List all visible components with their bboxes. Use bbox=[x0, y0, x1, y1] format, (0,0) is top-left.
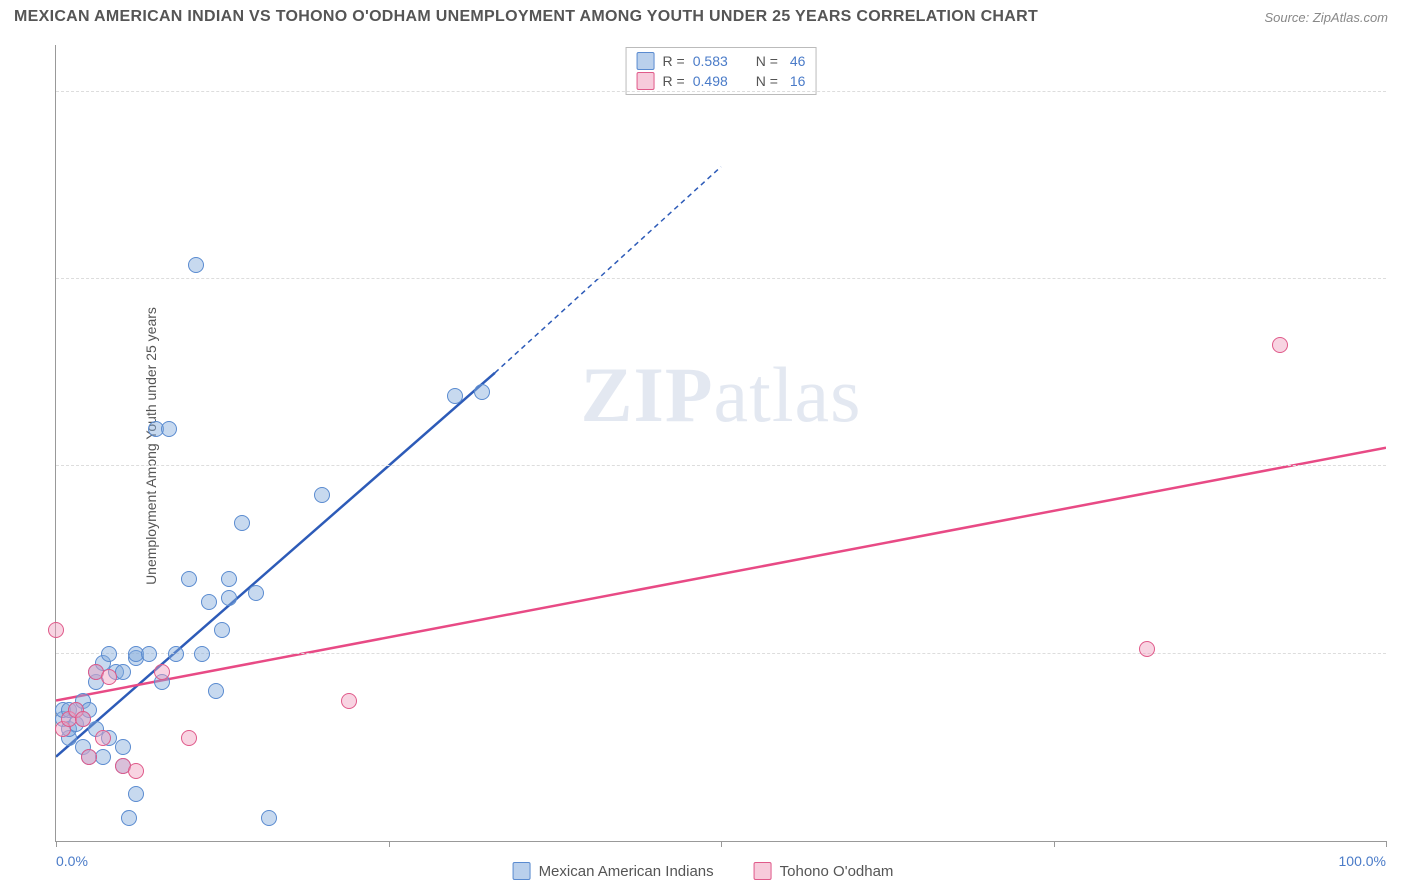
n-label: N = bbox=[756, 53, 778, 69]
data-point bbox=[1272, 337, 1288, 353]
legend-swatch bbox=[513, 862, 531, 880]
r-label: R = bbox=[663, 73, 685, 89]
data-point bbox=[261, 810, 277, 826]
data-point bbox=[48, 622, 64, 638]
x-tick-label: 100.0% bbox=[1339, 853, 1386, 869]
x-tick bbox=[1386, 841, 1387, 847]
grid-line bbox=[56, 278, 1386, 279]
series-legend: Mexican American Indians Tohono O'odham bbox=[513, 862, 894, 880]
x-tick bbox=[721, 841, 722, 847]
data-point bbox=[168, 646, 184, 662]
data-point bbox=[194, 646, 210, 662]
y-tick-label: 60.0% bbox=[1391, 255, 1406, 271]
x-tick bbox=[389, 841, 390, 847]
legend-label: Mexican American Indians bbox=[539, 863, 714, 880]
chart-container: MEXICAN AMERICAN INDIAN VS TOHONO O'ODHA… bbox=[0, 0, 1406, 892]
y-tick-label: 20.0% bbox=[1391, 630, 1406, 646]
data-point bbox=[141, 646, 157, 662]
legend-item: Tohono O'odham bbox=[754, 862, 894, 880]
trend-lines bbox=[56, 45, 1386, 841]
grid-line bbox=[56, 91, 1386, 92]
y-tick-label: 40.0% bbox=[1391, 442, 1406, 458]
data-point bbox=[474, 384, 490, 400]
data-point bbox=[128, 763, 144, 779]
data-point bbox=[248, 585, 264, 601]
n-value: 46 bbox=[786, 53, 805, 69]
legend-label: Tohono O'odham bbox=[780, 863, 894, 880]
watermark: ZIPatlas bbox=[581, 350, 862, 440]
data-point bbox=[121, 810, 137, 826]
legend-swatch bbox=[754, 862, 772, 880]
legend-swatch bbox=[637, 52, 655, 70]
legend-item: Mexican American Indians bbox=[513, 862, 714, 880]
r-value: 0.583 bbox=[693, 53, 728, 69]
data-point bbox=[208, 683, 224, 699]
x-tick bbox=[56, 841, 57, 847]
data-point bbox=[214, 622, 230, 638]
chart-title: MEXICAN AMERICAN INDIAN VS TOHONO O'ODHA… bbox=[14, 8, 1038, 26]
r-label: R = bbox=[663, 53, 685, 69]
data-point bbox=[115, 739, 131, 755]
data-point bbox=[75, 711, 91, 727]
stats-legend-row: R = 0.583 N = 46 bbox=[637, 51, 806, 71]
data-point bbox=[341, 693, 357, 709]
n-label: N = bbox=[756, 73, 778, 89]
x-tick-label: 0.0% bbox=[56, 853, 88, 869]
data-point bbox=[181, 571, 197, 587]
data-point bbox=[81, 749, 97, 765]
data-point bbox=[447, 388, 463, 404]
data-point bbox=[101, 646, 117, 662]
data-point bbox=[181, 730, 197, 746]
data-point bbox=[128, 786, 144, 802]
data-point bbox=[188, 257, 204, 273]
data-point bbox=[201, 594, 217, 610]
grid-line bbox=[56, 465, 1386, 466]
data-point bbox=[234, 515, 250, 531]
data-point bbox=[95, 730, 111, 746]
data-point bbox=[161, 421, 177, 437]
data-point bbox=[1139, 641, 1155, 657]
r-value: 0.498 bbox=[693, 73, 728, 89]
data-point bbox=[154, 664, 170, 680]
y-tick-label: 80.0% bbox=[1391, 68, 1406, 84]
stats-legend-row: R = 0.498 N = 16 bbox=[637, 71, 806, 91]
data-point bbox=[101, 669, 117, 685]
data-point bbox=[221, 571, 237, 587]
grid-line bbox=[56, 653, 1386, 654]
x-tick bbox=[1054, 841, 1055, 847]
stats-legend: R = 0.583 N = 46 R = 0.498 N = 16 bbox=[626, 47, 817, 95]
legend-swatch bbox=[637, 72, 655, 90]
data-point bbox=[221, 590, 237, 606]
plot-area: ZIPatlas R = 0.583 N = 46 R = 0.498 N = … bbox=[55, 45, 1386, 842]
data-point bbox=[314, 487, 330, 503]
n-value: 16 bbox=[786, 73, 805, 89]
source-label: Source: ZipAtlas.com bbox=[1264, 10, 1388, 25]
